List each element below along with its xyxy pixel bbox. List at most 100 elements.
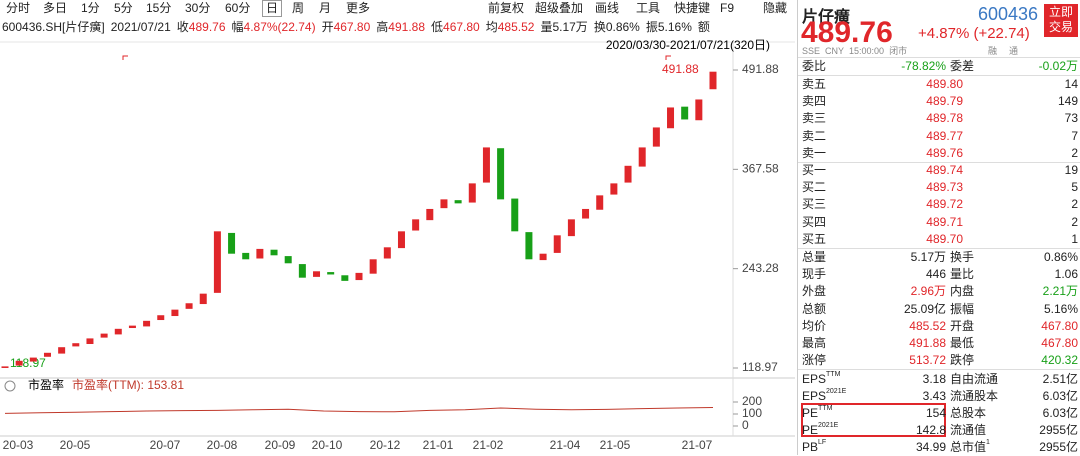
separator <box>798 369 1080 371</box>
candle <box>511 198 519 232</box>
cell: 6.03亿 <box>1042 389 1078 403</box>
info-item: 开467.80 <box>322 20 371 34</box>
tab[interactable]: 分时 <box>6 1 31 15</box>
y-tick-label: 491.88 <box>742 62 779 76</box>
change: +4.87% (+22.74) <box>918 25 1030 42</box>
tag: 通 <box>1009 46 1019 56</box>
tool[interactable]: F9 <box>720 1 735 15</box>
info-item: 量5.17万 <box>540 20 587 34</box>
candle <box>270 249 278 256</box>
tab[interactable]: 30分 <box>185 1 211 15</box>
info-item: 高491.88 <box>376 20 425 34</box>
y-tick-label: 367.58 <box>742 162 779 176</box>
tool[interactable]: 画线 <box>595 1 620 15</box>
cell: 均价 <box>802 318 827 333</box>
cell: 489.70 <box>926 231 963 246</box>
info-label: 高 <box>376 20 389 34</box>
row: 委比 -78.82% 委差 -0.02万 <box>798 58 1080 75</box>
x-tick-label: 20-08 <box>207 438 238 452</box>
info-item: 振5.16% <box>646 20 692 34</box>
cell: 总市值1 <box>950 439 990 456</box>
separator <box>798 57 1080 58</box>
cell: 2.96万 <box>911 283 946 300</box>
candle <box>709 71 717 90</box>
tool[interactable]: 超级叠加 <box>535 1 584 15</box>
candle <box>114 328 122 335</box>
row: 买三 489.72 2 <box>798 196 1080 213</box>
info-value: 489.76 <box>188 20 226 34</box>
candle <box>1 366 9 368</box>
cell: 489.76 <box>926 145 963 160</box>
tool[interactable]: 快捷键 <box>674 1 711 15</box>
info-item: 额 <box>698 20 710 34</box>
tool[interactable]: 前复权 <box>488 1 525 15</box>
help-icon[interactable] <box>4 380 16 392</box>
info-label: 低 <box>431 20 444 34</box>
x-tick-label: 20-07 <box>150 438 181 452</box>
info-value: 485.52 <box>497 20 535 34</box>
tab[interactable]: 更多 <box>346 1 371 15</box>
marker <box>665 55 671 60</box>
candle <box>652 127 660 147</box>
status: SSE CNY 15:00:00 闭市 <box>802 44 912 57</box>
tab[interactable]: 5分 <box>114 1 133 15</box>
tool[interactable]: 隐藏 <box>763 1 788 15</box>
tool[interactable]: 工具 <box>636 1 661 15</box>
cell: 34.99 <box>915 440 946 454</box>
info-item: 均485.52 <box>486 20 535 34</box>
cell: 开盘 <box>950 318 975 333</box>
row: PETTM 154 总股本 6.03亿 <box>798 405 1080 422</box>
cell: 2955亿 <box>1039 423 1078 437</box>
marker <box>122 55 128 60</box>
x-tick-label: 21-05 <box>600 438 631 452</box>
candle <box>426 208 434 221</box>
cell: EPSTTM <box>802 371 840 388</box>
stock-name: 片仔癀 <box>802 9 851 26</box>
cell-text: 467.80 <box>1041 318 1078 333</box>
x-tick-label: 21-01 <box>423 438 454 452</box>
cell: 委比 <box>802 59 827 73</box>
candle <box>412 219 420 231</box>
tab[interactable]: 1分 <box>81 1 100 15</box>
candle <box>157 315 165 321</box>
y-tick-label: 0 <box>742 418 749 432</box>
y-tick-label: 243.28 <box>742 261 779 275</box>
candle <box>383 247 391 259</box>
tab[interactable]: 多日 <box>43 1 68 15</box>
cell: PBLF <box>802 439 826 456</box>
cell: 涨停 <box>802 353 827 368</box>
cell-text: -0.02万 <box>1038 59 1078 73</box>
cell: 2 <box>1071 214 1078 229</box>
candle <box>482 147 490 183</box>
candle <box>100 333 108 338</box>
y-tick-label: 118.97 <box>742 360 778 374</box>
candle <box>539 253 547 261</box>
cell: 总股本 <box>950 406 987 420</box>
candle <box>228 232 236 254</box>
cell: 489.72 <box>926 197 963 212</box>
cell: 2 <box>1071 145 1078 160</box>
cell: 委差 <box>950 59 975 73</box>
cell-text: -78.82% <box>901 59 946 73</box>
cell: 420.32 <box>1041 352 1078 369</box>
cell: 2.21万 <box>1043 283 1078 300</box>
row: 外盘 2.96万 内盘 2.21万 <box>798 283 1080 300</box>
pe-line <box>4 407 714 414</box>
cell: 14 <box>1064 77 1078 91</box>
trade-button[interactable]: 立即交易 <box>1044 4 1078 37</box>
candle <box>58 347 66 354</box>
x-tick-label: 21-02 <box>473 438 504 452</box>
status-item: CNY <box>825 46 845 56</box>
tab[interactable]: 日 <box>262 0 283 17</box>
cell-text: 467.80 <box>1041 336 1078 350</box>
tab[interactable]: 月 <box>319 1 332 15</box>
tab[interactable]: 周 <box>292 1 305 15</box>
tab[interactable]: 15分 <box>146 1 172 15</box>
tab[interactable]: 60分 <box>225 1 251 15</box>
cell-text: 420.32 <box>1041 353 1078 368</box>
candle <box>681 106 689 120</box>
tag: 融 <box>988 46 998 56</box>
cell: 换手 <box>950 250 975 264</box>
cell: 量比 <box>950 267 975 282</box>
